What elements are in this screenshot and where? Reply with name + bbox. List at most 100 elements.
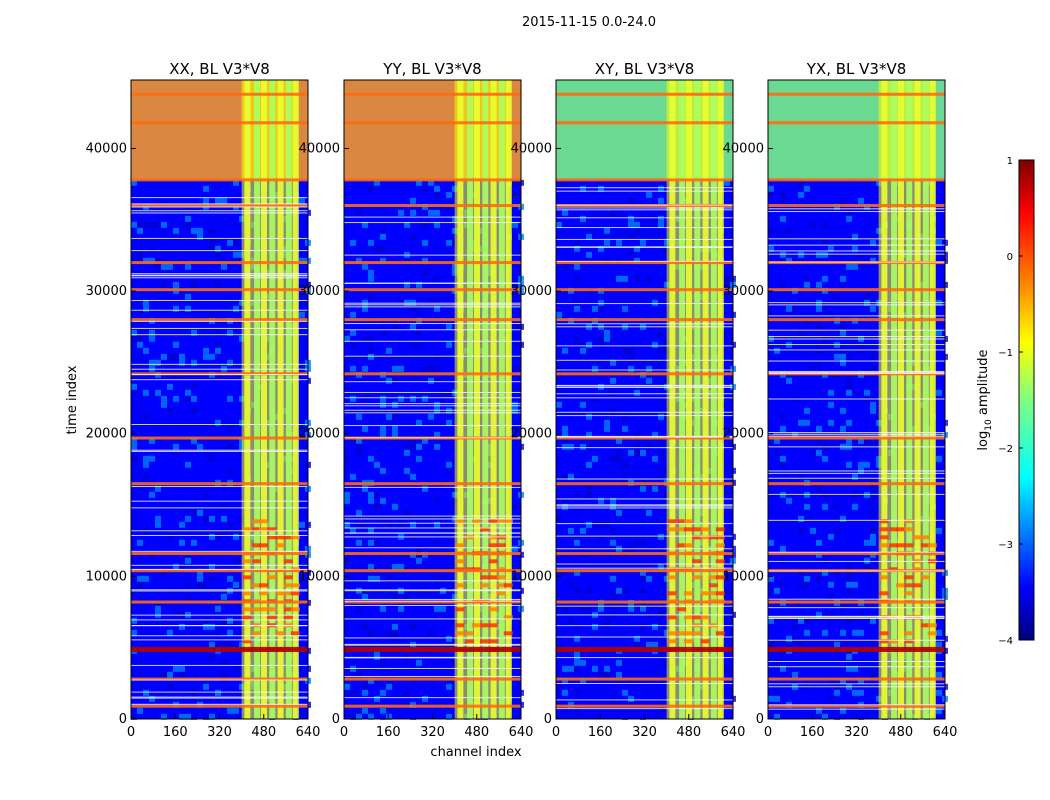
noise-cell bbox=[350, 377, 356, 384]
noise-cell bbox=[131, 713, 137, 720]
noise-cell bbox=[191, 539, 197, 546]
noise-cell bbox=[374, 695, 380, 702]
gap-row bbox=[131, 568, 308, 570]
noise-cell bbox=[410, 713, 416, 720]
rfi-hotspot bbox=[488, 623, 498, 628]
noise-cell bbox=[356, 257, 362, 264]
noise-cell bbox=[173, 449, 179, 456]
gap-row bbox=[556, 605, 733, 607]
noise-cell bbox=[191, 713, 197, 720]
noise-cell bbox=[215, 533, 221, 540]
noise-cell bbox=[628, 677, 634, 684]
noise-cell bbox=[834, 281, 840, 288]
noise-cell bbox=[628, 347, 634, 354]
noise-cell bbox=[143, 575, 149, 582]
rfi-hotspot bbox=[920, 535, 930, 540]
noise-cell bbox=[798, 527, 804, 534]
noise-cell bbox=[774, 659, 780, 666]
noise-cell bbox=[586, 605, 592, 612]
noise-cell bbox=[404, 593, 410, 600]
y-tick-label: 30000 bbox=[723, 284, 764, 299]
noise-cell bbox=[149, 455, 155, 462]
noise-cell bbox=[446, 611, 452, 618]
noise-cell bbox=[780, 455, 786, 462]
noise-cell bbox=[556, 485, 562, 492]
rfi-hotspot bbox=[904, 615, 914, 620]
noise-cell bbox=[610, 377, 616, 384]
noise-cell bbox=[586, 491, 592, 498]
noise-cell bbox=[191, 407, 197, 414]
noise-cell bbox=[628, 197, 634, 204]
gap-row bbox=[131, 450, 308, 452]
noise-cell bbox=[774, 263, 780, 270]
noise-cell bbox=[149, 341, 155, 348]
noise-cell bbox=[562, 689, 568, 696]
noise-cell bbox=[368, 713, 374, 720]
noise-cell bbox=[574, 245, 580, 252]
noise-cell bbox=[167, 407, 173, 414]
noise-cell bbox=[446, 545, 452, 552]
noise-cell bbox=[392, 245, 398, 252]
noise-cell bbox=[616, 377, 622, 384]
noise-cell bbox=[640, 713, 646, 720]
noise-cell bbox=[652, 521, 658, 528]
flagged-row bbox=[768, 318, 945, 322]
noise-cell bbox=[143, 311, 149, 318]
noise-cell bbox=[658, 563, 664, 570]
noise-cell bbox=[804, 275, 810, 282]
noise-cell bbox=[724, 419, 730, 426]
noise-cell bbox=[574, 581, 580, 588]
noise-cell bbox=[840, 515, 846, 522]
rfi-hotspot bbox=[904, 583, 914, 588]
noise-cell bbox=[586, 443, 592, 450]
noise-cell bbox=[804, 191, 810, 198]
noise-cell bbox=[804, 497, 810, 504]
noise-cell bbox=[598, 197, 604, 204]
gap-row bbox=[344, 657, 521, 659]
noise-cell bbox=[858, 251, 864, 258]
noise-cell bbox=[628, 695, 634, 702]
noise-cell bbox=[870, 497, 876, 504]
noise-cell bbox=[209, 617, 215, 624]
noise-cell bbox=[227, 521, 233, 528]
noise-cell bbox=[780, 677, 786, 684]
noise-cell bbox=[362, 485, 368, 492]
flagged-row bbox=[344, 646, 521, 650]
noise-cell bbox=[209, 605, 215, 612]
noise-cell bbox=[846, 695, 852, 702]
flagged-row bbox=[131, 121, 308, 125]
x-tick-label: 160 bbox=[588, 725, 613, 740]
noise-cell bbox=[299, 461, 305, 468]
rfi-channel-column bbox=[490, 80, 497, 719]
noise-cell bbox=[131, 383, 137, 390]
gap-row bbox=[131, 368, 308, 370]
rfi-hotspot bbox=[715, 631, 725, 636]
noise-cell bbox=[640, 623, 646, 630]
noise-cell bbox=[816, 251, 822, 258]
noise-cell bbox=[568, 581, 574, 588]
noise-cell bbox=[368, 461, 374, 468]
noise-cell bbox=[149, 449, 155, 456]
noise-cell bbox=[640, 587, 646, 594]
noise-cell bbox=[137, 575, 143, 582]
rfi-hotspot bbox=[708, 591, 718, 596]
noise-cell bbox=[428, 419, 434, 426]
noise-cell bbox=[804, 575, 810, 582]
flagged-row bbox=[556, 704, 733, 708]
noise-cell bbox=[936, 539, 942, 546]
noise-cell bbox=[646, 617, 652, 624]
rfi-hotspot bbox=[904, 639, 914, 644]
noise-cell bbox=[209, 455, 215, 462]
noise-cell bbox=[634, 677, 640, 684]
noise-cell bbox=[724, 521, 730, 528]
noise-cell bbox=[556, 683, 562, 690]
rfi-hotspot bbox=[683, 615, 693, 620]
noise-cell bbox=[410, 443, 416, 450]
noise-cell bbox=[173, 305, 179, 312]
noise-cell bbox=[392, 233, 398, 240]
noise-cell bbox=[446, 413, 452, 420]
rfi-hotspot bbox=[904, 543, 914, 548]
noise-cell bbox=[852, 233, 858, 240]
noise-cell bbox=[356, 341, 362, 348]
noise-cell bbox=[233, 605, 239, 612]
